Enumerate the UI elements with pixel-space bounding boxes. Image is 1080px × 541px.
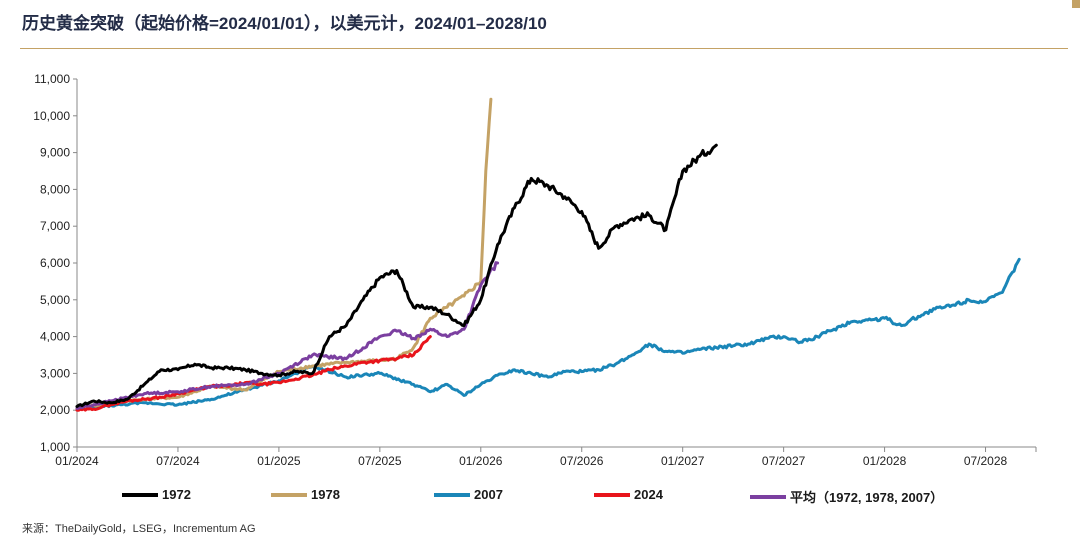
x-tick-label: 07/2027 <box>762 454 806 468</box>
brand-corner-mark <box>1072 0 1080 8</box>
x-tick-label: 01/2026 <box>459 454 503 468</box>
y-tick-label: 10,000 <box>33 109 70 123</box>
x-axis: 01/2024 07/2024 01/2025 07/2025 01/2026 07/20… <box>55 446 1037 468</box>
y-tick-label: 2,000 <box>40 403 70 417</box>
series-1972-line <box>75 143 718 408</box>
source-note: 来源：TheDailyGold，LSEG，Incrementum AG <box>22 523 256 535</box>
series-2007-line <box>75 257 1021 411</box>
y-tick-label: 1,000 <box>40 440 70 454</box>
title-divider <box>20 48 1068 49</box>
x-tick-label: 01/2024 <box>55 454 99 468</box>
y-tick-label: 3,000 <box>40 366 70 380</box>
x-tick-label: 07/2024 <box>156 454 200 468</box>
x-tick-label: 07/2026 <box>560 454 604 468</box>
y-tick-label: 5,000 <box>40 293 70 307</box>
x-tick-label: 01/2025 <box>257 454 301 468</box>
series-group <box>75 97 1021 412</box>
y-tick-label: 4,000 <box>40 330 70 344</box>
y-tick-label: 6,000 <box>40 256 70 270</box>
x-tick-label: 01/2027 <box>661 454 705 468</box>
series-1978-line <box>75 97 493 410</box>
y-tick-label: 7,000 <box>40 219 70 233</box>
series-2024-line <box>75 335 432 412</box>
x-tick-label: 01/2028 <box>863 454 907 468</box>
series-average-line <box>75 261 500 410</box>
y-tick-label: 11,000 <box>34 72 70 86</box>
y-axis: 1,000 2,000 3,000 4,000 5,000 6,000 7,000 8,000… <box>33 72 78 454</box>
x-tick-label: 07/2025 <box>358 454 402 468</box>
x-tick-label: 07/2028 <box>964 454 1008 468</box>
y-tick-label: 9,000 <box>40 146 70 160</box>
y-tick-label: 8,000 <box>40 182 70 196</box>
page-title: 历史黄金突破（起始价格=2024/01/01），以美元计，2024/01–202… <box>22 14 547 33</box>
